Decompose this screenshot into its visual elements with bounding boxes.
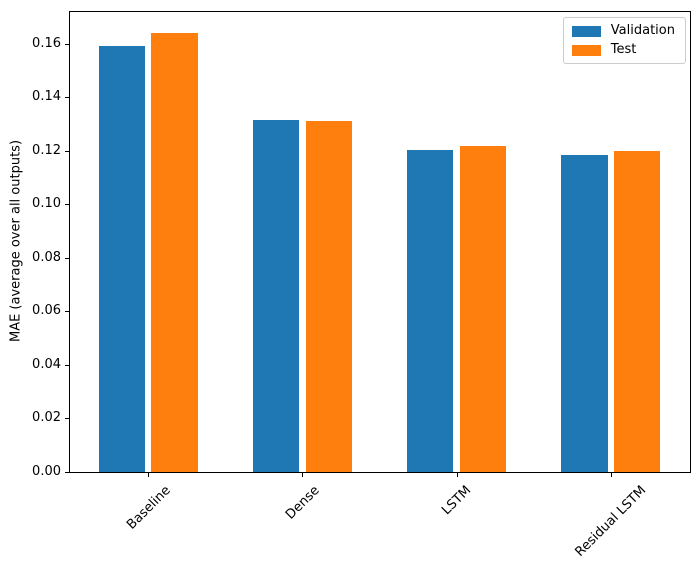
x-tick-label-residual-lstm: Residual LSTM — [572, 483, 649, 560]
y-tick-label-0.14: 0.14 — [32, 89, 61, 105]
y-tick-label-0.12: 0.12 — [32, 142, 61, 158]
x-tickmark-baseline — [148, 473, 150, 477]
x-tick-label-baseline: Baseline — [123, 483, 174, 533]
y-tick-label-0.04: 0.04 — [32, 356, 61, 372]
bar-test-residual-lstm — [613, 151, 660, 472]
bar-test-baseline — [151, 32, 198, 472]
y-tickmark-0.00 — [65, 472, 69, 473]
legend-swatch-test — [571, 44, 601, 56]
x-tick-label-dense: Dense — [282, 483, 323, 523]
plot-area: Validation Test — [69, 11, 691, 472]
x-tickmark-dense — [302, 473, 304, 477]
y-tickmark-0.12 — [65, 150, 69, 152]
y-tickmark-0.04 — [65, 364, 69, 366]
y-tick-label-0.10: 0.10 — [32, 196, 61, 212]
legend-label-validation: Validation — [610, 23, 675, 38]
bar-test-dense — [305, 120, 352, 472]
y-tickmark-0.02 — [65, 418, 69, 420]
y-tick-label-0.08: 0.08 — [32, 249, 61, 265]
y-tickmark-0.08 — [65, 257, 69, 259]
x-tick-label-lstm: LSTM — [438, 483, 474, 519]
bar-validation-residual-lstm — [561, 154, 608, 472]
legend-item-validation: Validation — [571, 23, 675, 39]
y-tickmark-0.10 — [65, 204, 69, 206]
bottom-spine — [69, 472, 691, 473]
bar-validation-dense — [253, 119, 300, 472]
top-spine — [69, 11, 691, 12]
x-tickmark-residual-lstm — [610, 473, 612, 477]
y-tick-label-0.16: 0.16 — [32, 35, 61, 51]
y-tickmark-0.06 — [65, 311, 69, 313]
right-spine — [690, 11, 691, 473]
y-tick-label-0.00: 0.00 — [32, 464, 61, 479]
bar-test-lstm — [459, 145, 506, 472]
y-tickmark-0.14 — [65, 97, 69, 99]
left-spine — [69, 11, 70, 473]
y-tick-label-0.06: 0.06 — [32, 303, 61, 319]
y-tickmark-0.16 — [65, 43, 69, 45]
bar-validation-lstm — [407, 149, 454, 472]
legend: Validation Test — [562, 17, 686, 64]
bar-validation-baseline — [99, 46, 146, 472]
legend-item-test: Test — [571, 42, 675, 58]
y-tick-label-0.02: 0.02 — [32, 410, 61, 426]
legend-swatch-validation — [571, 25, 601, 37]
x-tickmark-lstm — [456, 473, 458, 477]
legend-label-test: Test — [610, 42, 637, 57]
